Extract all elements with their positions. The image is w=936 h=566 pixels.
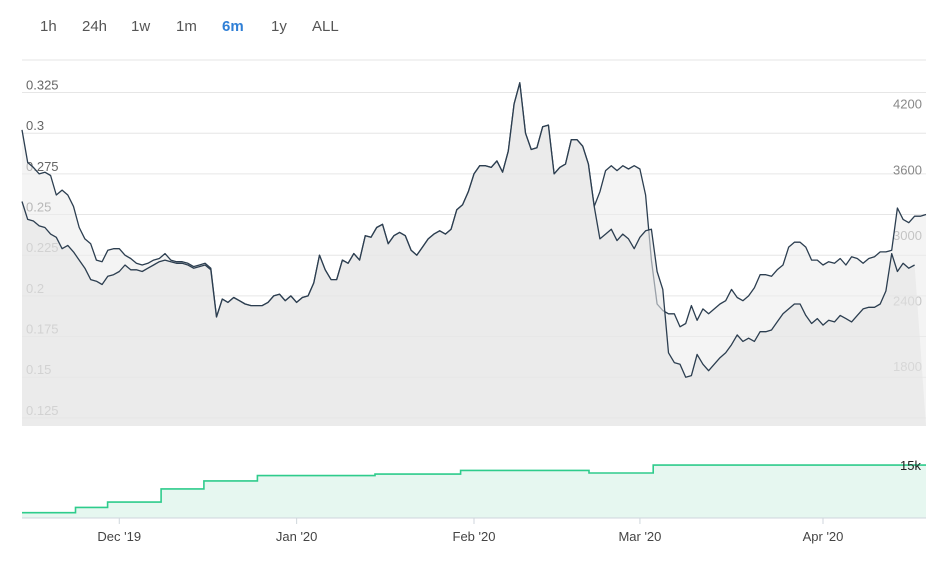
tab-1m[interactable]: 1m [176,18,197,35]
tab-1h[interactable]: 1h [40,18,57,35]
tab-all[interactable]: ALL [312,18,339,35]
tab-6m[interactable]: 6m [222,18,244,35]
volume-area [22,465,926,518]
tab-1y[interactable]: 1y [271,18,287,35]
volume-line [22,464,926,514]
x-tick-label: Feb '20 [453,529,496,544]
series-area-1 [22,82,926,427]
volume-value-label: 15k [900,458,921,473]
x-tick-label: Apr '20 [803,529,844,544]
left-tick-label: 0.3 [26,118,44,133]
left-tick-label: 0.325 [26,78,59,93]
x-tick-label: Dec '19 [97,529,141,544]
right-tick-label: 4200 [893,97,922,112]
tab-24h[interactable]: 24h [82,18,108,35]
x-tick-label: Mar '20 [618,529,661,544]
right-tick-label: 3600 [893,162,922,177]
x-tick-label: Jan '20 [276,529,318,544]
tab-1w[interactable]: 1w [131,18,151,35]
series-line-1 [21,82,915,378]
range-tabs: 1h 24h 1w 1m 6m 1y ALL [0,0,936,56]
